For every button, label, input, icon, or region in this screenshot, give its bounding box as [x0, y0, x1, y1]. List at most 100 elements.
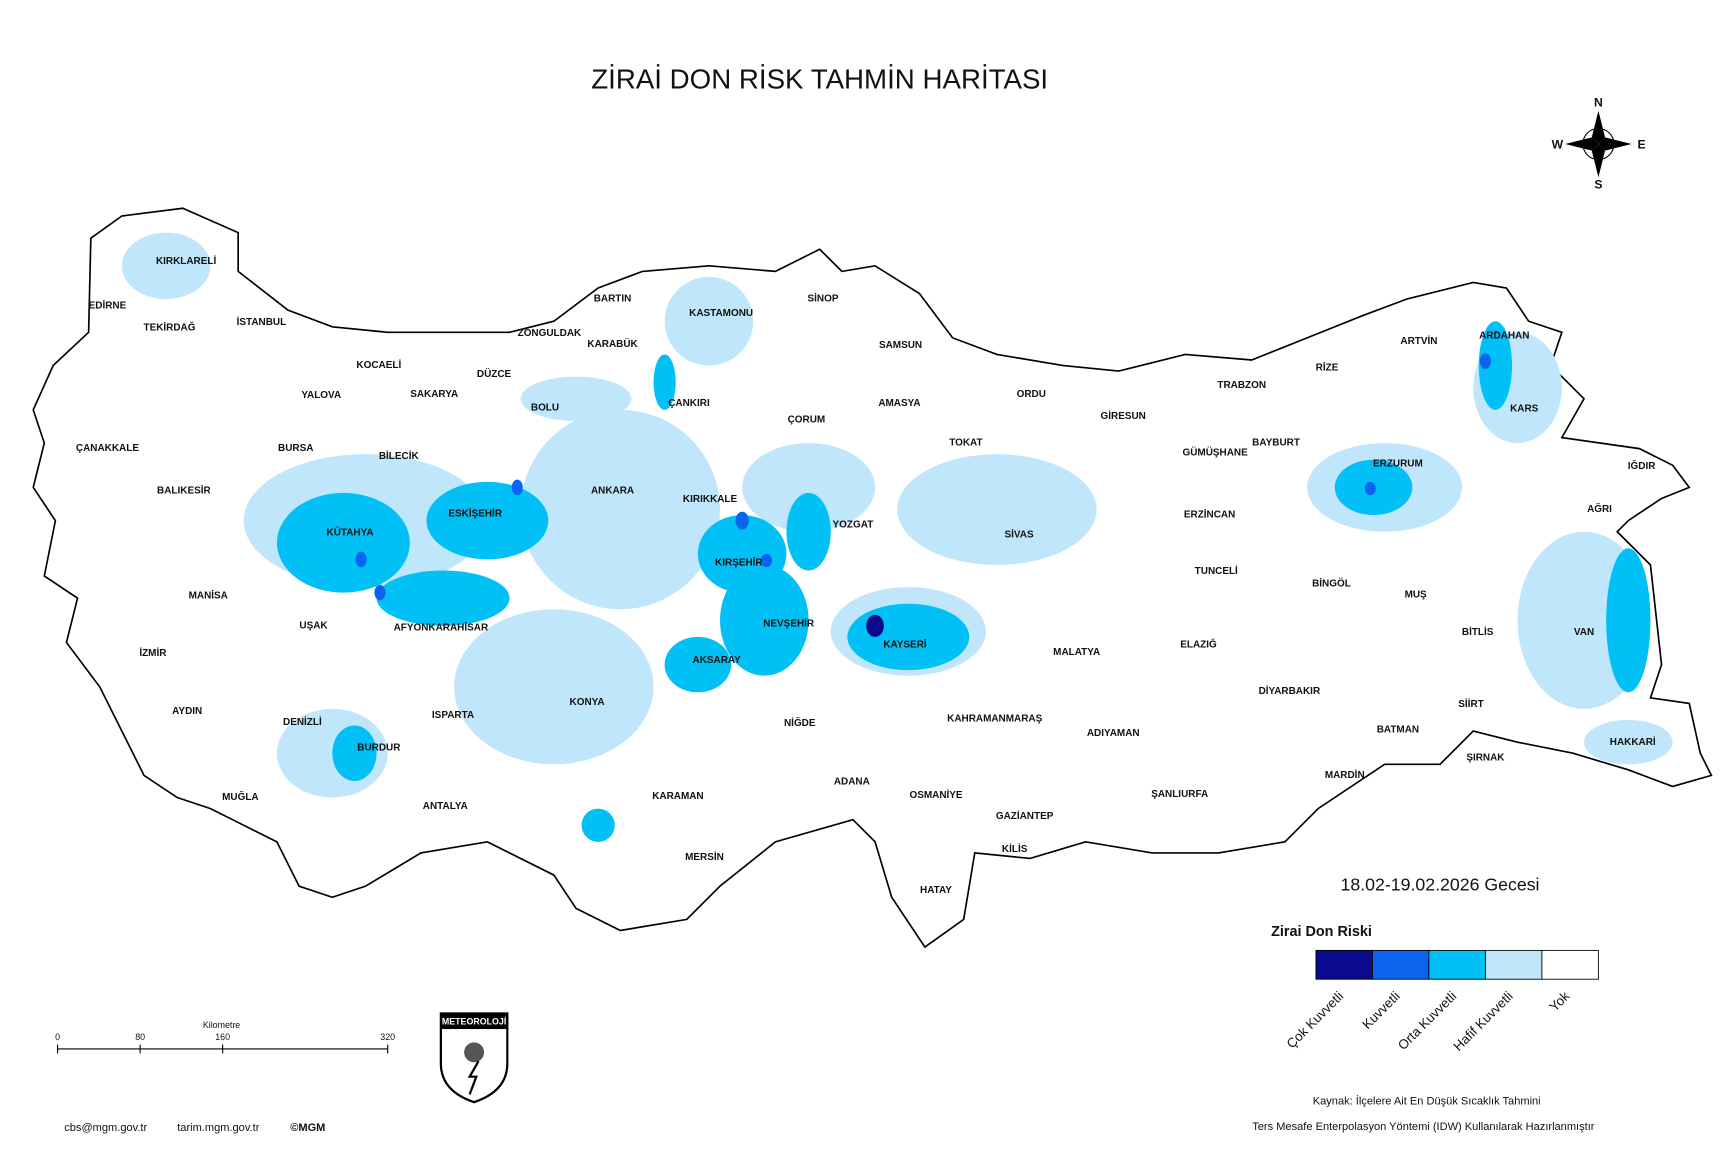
- scale-tick-label: 0: [55, 1032, 60, 1042]
- province-label: VAN: [1574, 627, 1594, 638]
- province-label: ÇORUM: [788, 414, 826, 425]
- legend-swatch: [1371, 949, 1430, 980]
- legend-swatch: [1484, 949, 1543, 980]
- risk-area: [866, 614, 884, 637]
- risk-area: [355, 551, 367, 568]
- province-label: KARABÜK: [587, 339, 638, 350]
- province-labels: KIRKLARELİ EDİRNE TEKİRDAĞ İSTANBUL KOCAELİ Y…: [76, 256, 1656, 896]
- province-label: AFYONKARAHİSAR: [394, 623, 489, 634]
- risk-area: [735, 511, 749, 530]
- risk-area: [520, 409, 720, 610]
- province-label: TEKİRDAĞ: [143, 322, 195, 334]
- province-label: BOLU: [531, 402, 559, 413]
- province-label: BURDUR: [357, 742, 400, 753]
- province-label: KASTAMONU: [689, 308, 753, 319]
- risk-area: [520, 376, 632, 421]
- province-label: MUŞ: [1405, 589, 1427, 600]
- compass-s: S: [1594, 177, 1602, 191]
- compass-w: W: [1552, 137, 1564, 151]
- province-label: GÜMÜŞHANE: [1183, 448, 1249, 459]
- province-label: IĞDIR: [1628, 460, 1656, 472]
- province-label: BİNGÖL: [1312, 578, 1351, 589]
- province-label: YALOVA: [301, 390, 341, 401]
- province-label: DİYARBAKIR: [1259, 686, 1321, 697]
- compass-n: N: [1594, 95, 1603, 109]
- risk-area: [511, 479, 523, 496]
- province-label: ÇANAKKALE: [76, 443, 139, 454]
- scale-tick-label: 160: [215, 1032, 230, 1042]
- province-label: ORDU: [1017, 389, 1046, 400]
- province-label: EDİRNE: [89, 300, 127, 311]
- province-label: KİLİS: [1002, 844, 1028, 855]
- risk-area: [426, 481, 549, 560]
- province-label: MERSİN: [685, 852, 724, 863]
- legend-label: Çok Kuvvetli: [1284, 988, 1347, 1051]
- province-label: AKSARAY: [693, 655, 742, 666]
- risk-area: [1478, 321, 1512, 410]
- risk-area: [664, 276, 754, 366]
- risk-area: [653, 354, 676, 410]
- province-label: RİZE: [1316, 362, 1339, 373]
- province-label: İZMİR: [139, 648, 166, 659]
- compass: N S E W: [1552, 95, 1646, 191]
- province-label: DENİZLİ: [283, 717, 322, 728]
- risk-area: [581, 808, 615, 842]
- province-label: BİTLİS: [1462, 627, 1494, 638]
- province-label: ERZİNCAN: [1184, 510, 1235, 521]
- province-label: KIRKLARELİ: [156, 256, 217, 267]
- province-label: SİİRT: [1458, 699, 1483, 710]
- province-label: MALATYA: [1053, 647, 1100, 658]
- province-label: MANİSA: [189, 591, 228, 602]
- risk-area: [786, 492, 831, 571]
- province-label: AĞRI: [1587, 503, 1612, 515]
- province-label: AMASYA: [878, 398, 920, 409]
- province-label: SİNOP: [808, 294, 839, 305]
- province-label: HATAY: [920, 885, 952, 896]
- province-label: KIRIKKALE: [683, 494, 738, 505]
- province-label: ARDAHAN: [1479, 330, 1529, 341]
- risk-area: [454, 609, 654, 765]
- province-label: TRABZON: [1217, 380, 1266, 391]
- province-label: KARS: [1510, 403, 1539, 414]
- footer-email: cbs@mgm.gov.tr: [64, 1122, 147, 1134]
- province-label: KARAMAN: [652, 791, 703, 802]
- map-title: ZİRAİ DON RİSK TAHMİN HARİTASI: [591, 64, 1048, 95]
- province-label: MUĞLA: [222, 791, 258, 803]
- method-note: Ters Mesafe Enterpolasyon Yöntemi (IDW) …: [1252, 1121, 1595, 1133]
- province-label: KONYA: [570, 697, 605, 708]
- risk-area: [1364, 481, 1376, 496]
- province-label: UŞAK: [299, 620, 328, 631]
- scale-bar: Kilometre 0 80 160 320: [55, 1020, 395, 1054]
- province-label: ADIYAMAN: [1087, 728, 1140, 739]
- risk-area: [121, 232, 211, 300]
- compass-e: E: [1638, 137, 1646, 151]
- province-label: NİĞDE: [784, 717, 816, 729]
- scale-tick-label: 80: [135, 1032, 145, 1042]
- province-label: İSTANBUL: [237, 317, 287, 328]
- province-label: YOZGAT: [833, 520, 874, 531]
- country-outline: [32, 207, 1713, 949]
- source-note: Kaynak: İlçelere Ait En Düşük Sıcaklık T…: [1313, 1094, 1541, 1107]
- province-label: ÇANKIRI: [668, 398, 710, 409]
- risk-area: [276, 492, 410, 593]
- province-label: ZONGULDAK: [518, 328, 582, 339]
- risk-area: [374, 584, 386, 601]
- province-label: ŞANLIURFA: [1151, 789, 1208, 800]
- province-label: ESKİŞEHİR: [448, 509, 502, 520]
- province-label: BİLECİK: [379, 451, 420, 462]
- province-label: BARTIN: [594, 294, 632, 305]
- province-label: KIRŞEHİR: [715, 557, 763, 568]
- logo: METEOROLOJİ: [439, 1012, 509, 1104]
- province-label: KÜTAHYA: [327, 527, 374, 538]
- risk-area: [1584, 720, 1673, 765]
- risk-area: [1606, 548, 1651, 693]
- province-label: SAMSUN: [879, 340, 922, 351]
- province-label: MARDİN: [1325, 770, 1365, 781]
- risk-area: [1479, 353, 1491, 369]
- province-label: TOKAT: [949, 438, 982, 449]
- date-label: 18.02-19.02.2026 Gecesi: [1341, 875, 1540, 895]
- risk-area: [664, 636, 732, 693]
- logo-text: METEOROLOJİ: [442, 1017, 506, 1027]
